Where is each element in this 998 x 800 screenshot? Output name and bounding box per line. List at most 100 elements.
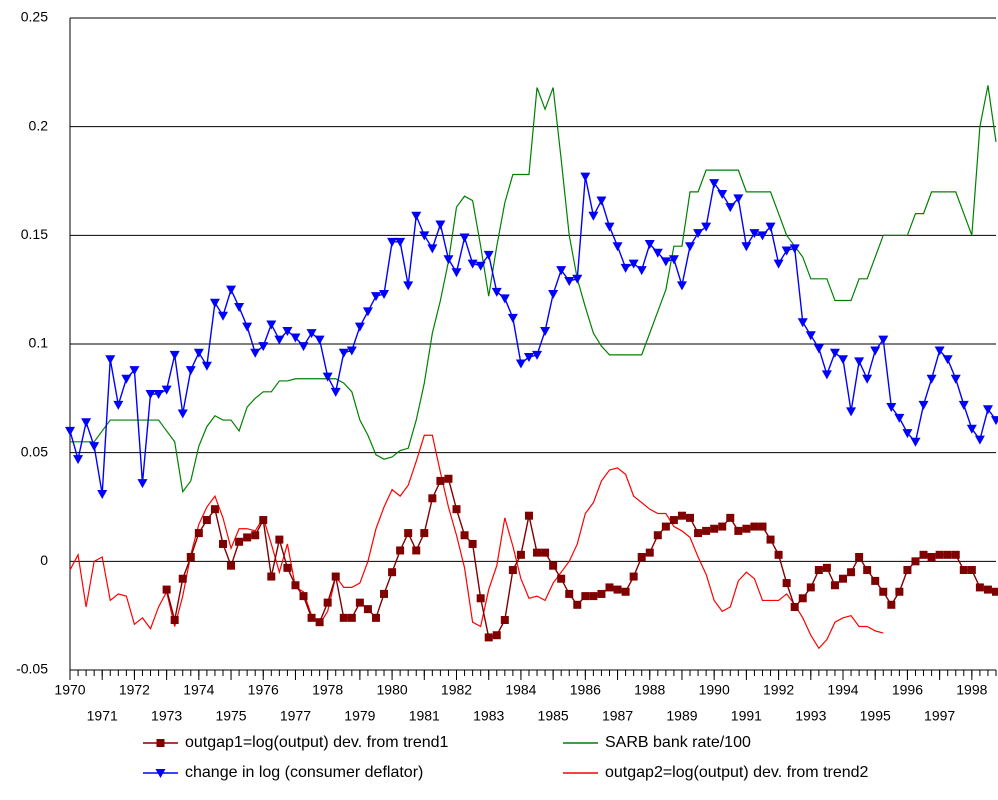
marker (580, 172, 591, 182)
marker (451, 268, 462, 278)
marker (660, 257, 671, 267)
x-tick-label: 1984 (505, 682, 536, 698)
marker (194, 529, 203, 538)
marker (702, 526, 711, 535)
marker (250, 348, 261, 358)
marker (420, 529, 429, 538)
marker (613, 585, 622, 594)
marker (637, 552, 646, 561)
marker (636, 266, 647, 276)
marker (669, 516, 678, 525)
marker (283, 563, 292, 572)
marker (668, 255, 679, 265)
marker (548, 290, 559, 300)
marker (734, 526, 743, 535)
marker (589, 592, 598, 601)
marker (564, 276, 575, 286)
x-tick-label: 1989 (666, 708, 697, 724)
marker (396, 546, 405, 555)
marker (185, 366, 196, 376)
marker (854, 357, 865, 367)
marker (652, 248, 663, 258)
marker (523, 353, 534, 363)
marker (830, 581, 839, 590)
marker (315, 618, 324, 627)
marker (950, 374, 961, 384)
x-tick-label: 1982 (441, 682, 472, 698)
x-tick-label: 1995 (860, 708, 891, 724)
marker (218, 539, 227, 548)
marker (507, 313, 518, 323)
y-tick-label: 0.15 (21, 226, 48, 242)
marker (169, 350, 180, 360)
marker (419, 231, 430, 241)
marker (887, 600, 896, 609)
marker (604, 222, 615, 232)
marker (339, 613, 348, 622)
marker (991, 416, 998, 426)
marker (227, 561, 236, 570)
marker (781, 246, 792, 256)
marker (156, 739, 165, 747)
marker (258, 342, 269, 352)
marker (685, 242, 696, 252)
marker (725, 203, 736, 213)
marker (951, 550, 960, 559)
marker (766, 535, 775, 544)
marker (879, 587, 888, 596)
marker (443, 255, 454, 265)
marker (789, 244, 800, 254)
marker (161, 385, 172, 395)
marker (210, 505, 219, 514)
marker (871, 576, 880, 585)
marker (966, 424, 977, 434)
marker (676, 281, 687, 291)
marker (371, 613, 380, 622)
marker (774, 550, 783, 559)
marker (444, 474, 453, 483)
x-tick-label: 1976 (248, 682, 279, 698)
y-tick-label: 0.25 (21, 9, 48, 25)
marker (243, 533, 252, 542)
marker (629, 572, 638, 581)
legend-label: change in log (consumer deflator) (185, 764, 423, 781)
x-tick-label: 1973 (151, 708, 182, 724)
marker (757, 231, 768, 241)
marker (307, 613, 316, 622)
legend-label: SARB bank rate/100 (605, 734, 751, 751)
marker (717, 190, 728, 200)
marker (395, 237, 406, 247)
marker (155, 769, 166, 778)
marker (967, 566, 976, 575)
marker (821, 370, 832, 380)
marker (491, 287, 502, 297)
marker (958, 400, 969, 410)
marker (267, 572, 276, 581)
marker (628, 259, 639, 269)
marker (782, 579, 791, 588)
marker (177, 409, 188, 419)
marker (749, 229, 760, 239)
marker (467, 259, 478, 269)
marker (878, 335, 889, 345)
marker (581, 592, 590, 601)
x-tick-label: 1972 (119, 682, 150, 698)
marker (73, 455, 84, 465)
x-tick-label: 1986 (570, 682, 601, 698)
marker (621, 587, 630, 596)
marker (855, 552, 864, 561)
marker (572, 274, 583, 284)
marker (974, 435, 985, 445)
x-tick-label: 1990 (699, 682, 730, 698)
marker (299, 592, 308, 601)
marker (388, 568, 397, 577)
x-tick-label: 1996 (892, 682, 923, 698)
marker (596, 196, 607, 206)
marker (484, 633, 493, 642)
marker (686, 513, 695, 522)
y-tick-label: 0.2 (29, 117, 49, 133)
marker (934, 346, 945, 356)
marker (162, 585, 171, 594)
